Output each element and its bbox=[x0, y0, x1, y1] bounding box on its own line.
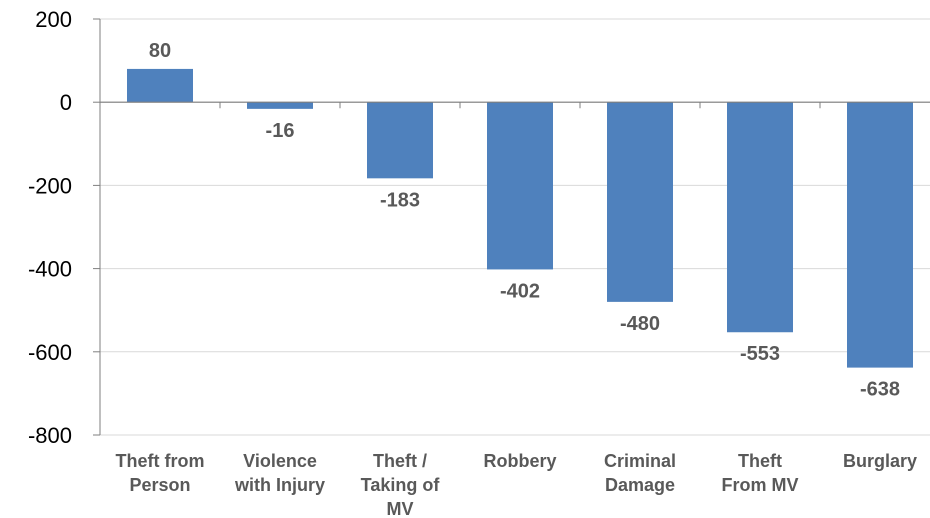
bar bbox=[127, 68, 193, 103]
bar bbox=[847, 102, 913, 368]
x-tick-label: Theft from Person bbox=[116, 451, 205, 495]
x-tick-label: Burglary bbox=[843, 451, 917, 471]
y-tick-label: 0 bbox=[60, 90, 72, 115]
bar bbox=[487, 102, 553, 270]
y-tick-label: -400 bbox=[28, 257, 72, 282]
y-tick-label: 200 bbox=[35, 7, 72, 32]
y-tick-label: -600 bbox=[28, 340, 72, 365]
data-label: -402 bbox=[500, 280, 540, 302]
y-tick-label: -800 bbox=[28, 423, 72, 448]
data-label: -553 bbox=[740, 343, 780, 365]
data-labels: 80 -16 -183 -402 -480 -553 -638 bbox=[149, 40, 900, 401]
x-tick-label: Theft / Taking of MV bbox=[361, 451, 441, 518]
y-axis-tick-labels: 200 0 -200 -400 -600 -800 bbox=[28, 7, 72, 448]
bar bbox=[607, 102, 673, 302]
x-tick-label: Robbery bbox=[483, 451, 556, 471]
x-axis-tick-labels: Theft from Person Violence with Injury Theft… bbox=[116, 451, 918, 518]
data-label: -480 bbox=[620, 313, 660, 335]
data-label: 80 bbox=[149, 40, 171, 62]
bars bbox=[127, 68, 913, 368]
axes bbox=[93, 18, 930, 436]
x-tick-label: Violence with Injury bbox=[234, 451, 325, 495]
data-label: -183 bbox=[380, 189, 420, 211]
x-tick-label: Criminal Damage bbox=[604, 451, 676, 495]
x-tick-label: Theft From MV bbox=[721, 451, 798, 495]
y-tick-label: -200 bbox=[28, 173, 72, 198]
data-label: -638 bbox=[860, 379, 900, 401]
data-label: -16 bbox=[266, 120, 295, 142]
bar bbox=[247, 102, 313, 109]
bar bbox=[367, 102, 433, 179]
bar bbox=[727, 102, 793, 333]
